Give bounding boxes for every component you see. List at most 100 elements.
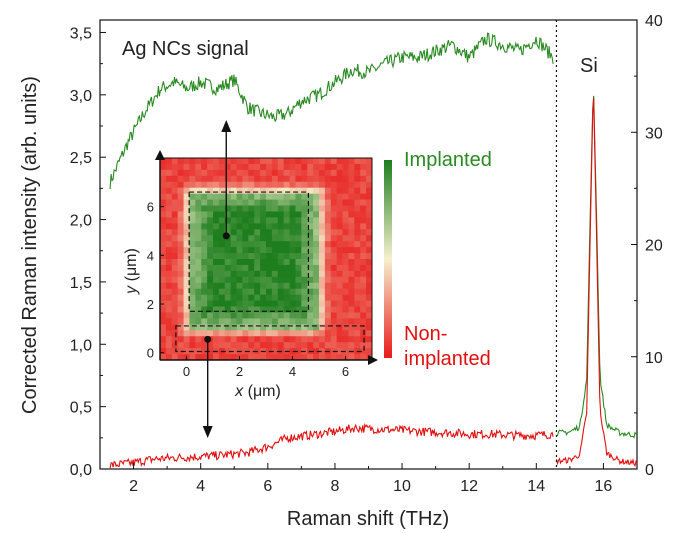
heatmap-cell xyxy=(171,330,179,337)
heatmap-cell xyxy=(330,217,338,224)
heatmap-cell xyxy=(366,306,373,313)
heatmap-cell xyxy=(165,324,173,331)
heatmap-cell xyxy=(283,175,290,183)
heatmap-cell xyxy=(313,169,320,177)
heatmap-cell xyxy=(295,306,302,313)
heatmap-cell xyxy=(354,217,361,224)
heatmap-cell xyxy=(301,158,308,165)
heatmap-cell xyxy=(236,181,243,189)
heatmap-cell xyxy=(277,181,285,189)
heatmap-cell xyxy=(307,169,314,177)
heatmap-cell xyxy=(360,270,367,278)
heatmap-cell xyxy=(307,276,314,284)
heatmap-cell xyxy=(266,342,273,349)
heatmap-cell xyxy=(242,318,249,325)
heatmap-cell xyxy=(301,175,308,183)
heatmap-cell xyxy=(189,342,196,349)
heatmap-cell xyxy=(342,205,349,212)
heatmap-cell xyxy=(207,259,214,266)
heatmap-cell xyxy=(230,241,237,248)
heatmap-cell xyxy=(248,199,255,206)
heatmap-cell xyxy=(160,276,167,284)
heatmap-cell xyxy=(183,318,190,325)
heatmap-cell xyxy=(319,264,326,272)
heatmap-cell xyxy=(171,169,179,177)
heatmap-cell xyxy=(171,276,179,284)
heatmap-cell xyxy=(289,193,296,200)
heatmap-cell xyxy=(342,211,349,218)
heatmap-cell xyxy=(236,158,243,165)
heatmap-cell xyxy=(224,294,232,301)
heatmap-cell xyxy=(271,312,279,319)
heatmap-cell xyxy=(336,235,343,242)
heatmap-cell xyxy=(336,193,343,200)
heatmap-cell xyxy=(248,223,255,230)
main-plot: 2 4 6 8 10 12 14 16 0,0 0,5 1,0 1,5 2,0 2,5 3,0 3,5 0 10 2… xyxy=(70,13,663,495)
heatmap-cell xyxy=(260,169,267,177)
heatmap-cell xyxy=(330,181,338,189)
heatmap-cell xyxy=(189,217,196,224)
heatmap-cell xyxy=(230,306,237,313)
heatmap-cell xyxy=(348,264,355,272)
heatmap-cell xyxy=(360,288,367,296)
heatmap-cell xyxy=(201,235,208,242)
heatmap-cell xyxy=(324,330,332,337)
heatmap-cell xyxy=(266,306,273,313)
heatmap-cell xyxy=(201,211,208,218)
heatmap-cell xyxy=(236,205,243,212)
heatmap-cell xyxy=(165,169,173,177)
heatmap-cell xyxy=(307,187,314,195)
heatmap-cell xyxy=(271,205,279,212)
heatmap-cell xyxy=(366,318,373,325)
heatmap-cell xyxy=(260,270,267,278)
heatmap-cell xyxy=(366,193,373,200)
heatmap-cell xyxy=(271,259,279,266)
heatmap-cell xyxy=(324,354,332,361)
inset-heatmap: 0 2 4 6 0 2 4 6 x (μm) y (μm) xyxy=(123,120,378,438)
heatmap-cell xyxy=(289,247,296,254)
heatmap-cell xyxy=(160,199,167,206)
heatmap-cell xyxy=(330,193,338,200)
heatmap-cell xyxy=(360,336,367,343)
heatmap-cell xyxy=(183,288,190,296)
heatmap-cell xyxy=(260,288,267,296)
heatmap-cell xyxy=(254,294,261,301)
heatmap-cell xyxy=(283,300,290,307)
heatmap-cell xyxy=(301,163,308,171)
heatmap-cell xyxy=(236,324,243,331)
y-tick-label: 1,0 xyxy=(70,337,92,354)
heatmap-cell xyxy=(354,282,361,290)
heatmap-cell xyxy=(213,336,220,343)
heatmap-cell xyxy=(160,270,167,278)
heatmap-cell xyxy=(242,211,249,218)
heatmap-cell xyxy=(295,187,302,195)
heatmap-cell xyxy=(218,270,226,278)
heatmap-cell xyxy=(224,270,232,278)
heatmap-cell xyxy=(289,241,296,248)
heatmap-cell xyxy=(242,270,249,278)
heatmap-cell xyxy=(183,324,190,331)
heatmap-cell xyxy=(319,181,326,189)
heatmap-cell xyxy=(207,211,214,218)
heatmap-cell xyxy=(289,163,296,171)
heatmap-cell xyxy=(307,264,314,272)
heatmap-cell xyxy=(289,169,296,177)
heatmap-cell xyxy=(289,336,296,343)
heatmap-cell xyxy=(277,306,285,313)
heatmap-cell xyxy=(207,163,214,171)
heatmap-cell xyxy=(201,306,208,313)
heatmap-cell xyxy=(342,276,349,284)
heatmap-cell xyxy=(360,276,367,284)
heatmap-cell xyxy=(242,223,249,230)
heatmap-cell xyxy=(271,181,279,189)
heatmap-cell xyxy=(248,211,255,218)
heatmap-cell xyxy=(324,282,332,290)
heatmap-cell xyxy=(319,211,326,218)
heatmap-cell xyxy=(189,187,196,195)
heatmap-cell xyxy=(177,193,184,200)
colorbar-top-label: Implanted xyxy=(404,149,492,171)
heatmap-cell xyxy=(348,175,355,183)
heatmap-cell xyxy=(254,276,261,284)
heatmap-cell xyxy=(366,181,373,189)
heatmap-cell xyxy=(271,324,279,331)
